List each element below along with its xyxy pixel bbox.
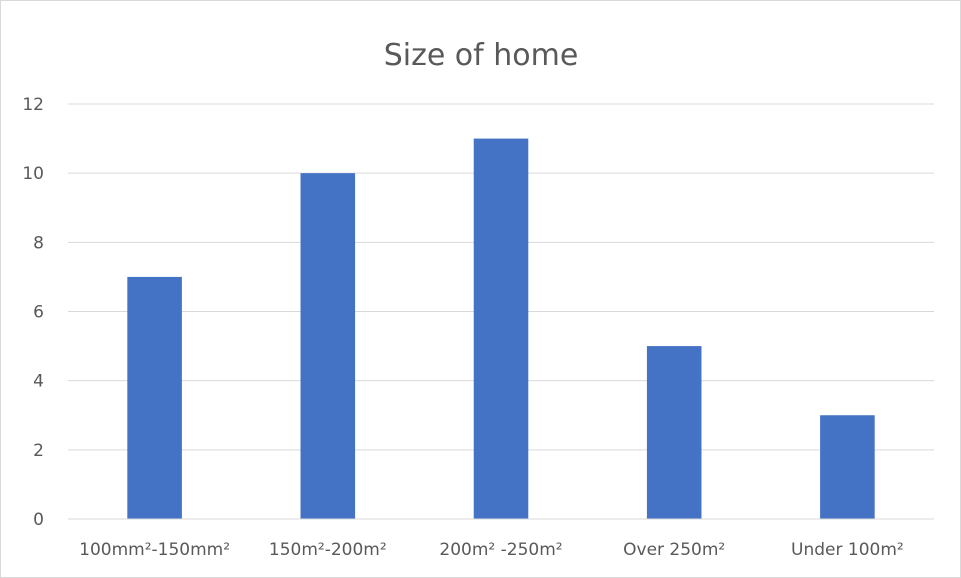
y-tick-label: 6	[33, 303, 44, 323]
bar	[127, 276, 182, 519]
bars	[127, 138, 875, 520]
bar	[300, 173, 356, 519]
y-tick-label: 8	[33, 233, 44, 253]
y-axis-tick-labels: 0 2 4 6 8 10 12	[22, 95, 44, 530]
x-tick-label: Under 100m²	[791, 540, 904, 560]
x-tick-label: 150m²-200m²	[269, 540, 387, 560]
y-tick-label: 4	[33, 372, 44, 392]
x-tick-label: Over 250m²	[623, 540, 725, 560]
bar	[646, 346, 702, 519]
y-tick-label: 2	[33, 441, 44, 461]
x-tick-label: 200m² -250m²	[439, 540, 562, 560]
x-tick-label: 100mm²-150mm²	[79, 540, 230, 560]
bar	[473, 138, 529, 520]
x-axis-tick-labels: 100mm²-150mm² 150m²-200m² 200m² -250m² Over…	[79, 540, 904, 560]
y-tick-label: 0	[33, 510, 44, 530]
chart-title: Size of home	[384, 38, 579, 73]
bar	[820, 415, 875, 519]
y-tick-label: 12	[22, 95, 44, 115]
y-tick-label: 10	[22, 164, 44, 184]
